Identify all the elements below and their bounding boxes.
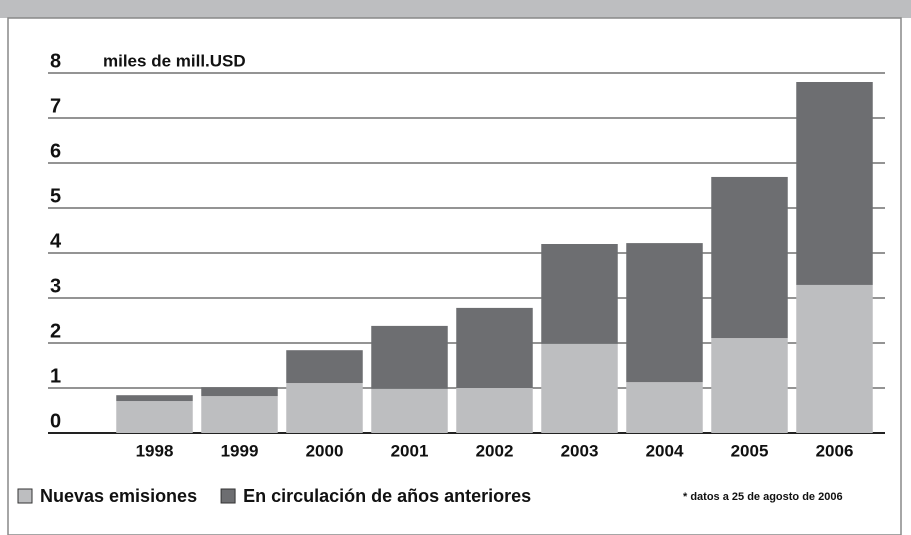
legend-swatch <box>17 488 33 504</box>
x-tick-label: 2003 <box>561 441 599 460</box>
legend-swatch <box>220 488 236 504</box>
bar-segment <box>541 244 618 344</box>
y-tick-label: 5 <box>50 185 61 207</box>
header-band <box>0 0 911 18</box>
y-tick-label: 6 <box>50 140 61 162</box>
bar-segment <box>201 396 278 433</box>
legend-label: Nuevas emisiones <box>40 486 197 506</box>
x-tick-label: 1998 <box>136 441 174 460</box>
bar-segment <box>286 350 363 384</box>
bar-segment <box>796 82 873 285</box>
bar-segment <box>711 176 788 339</box>
bar-segment <box>626 243 703 383</box>
x-tick-label: 2005 <box>731 441 769 460</box>
bar-segment <box>371 325 448 389</box>
bar-segment <box>456 388 533 433</box>
unit-label: miles de mill.USD <box>103 51 246 70</box>
y-tick-label: 8 <box>50 50 61 72</box>
y-tick-label: 3 <box>50 275 61 297</box>
x-tick-label: 2002 <box>476 441 514 460</box>
x-tick-label: 2000 <box>306 441 344 460</box>
y-tick-label: 4 <box>50 230 62 252</box>
x-tick-label: 2001 <box>391 441 429 460</box>
y-tick-label: 7 <box>50 95 61 117</box>
bar-segment <box>116 401 193 433</box>
y-tick-label: 0 <box>50 410 61 432</box>
x-tick-label: 1999 <box>221 441 259 460</box>
bar-segment <box>541 343 618 433</box>
bar-segment <box>796 284 873 433</box>
bar-segment <box>371 388 448 433</box>
footnote: * datos a 25 de agosto de 2006 <box>683 491 843 503</box>
y-tick-label: 2 <box>50 320 61 342</box>
x-tick-label: 2006 <box>816 441 854 460</box>
legend-label: En circulación de años anteriores <box>243 486 531 506</box>
bar-segment <box>711 338 788 433</box>
bar-segment <box>456 307 533 388</box>
bar-segment <box>626 382 703 433</box>
bar-segment <box>286 383 363 433</box>
y-tick-label: 1 <box>50 365 61 387</box>
bar-segment <box>201 387 278 397</box>
bar-segment <box>116 395 193 402</box>
x-tick-label: 2004 <box>646 441 684 460</box>
